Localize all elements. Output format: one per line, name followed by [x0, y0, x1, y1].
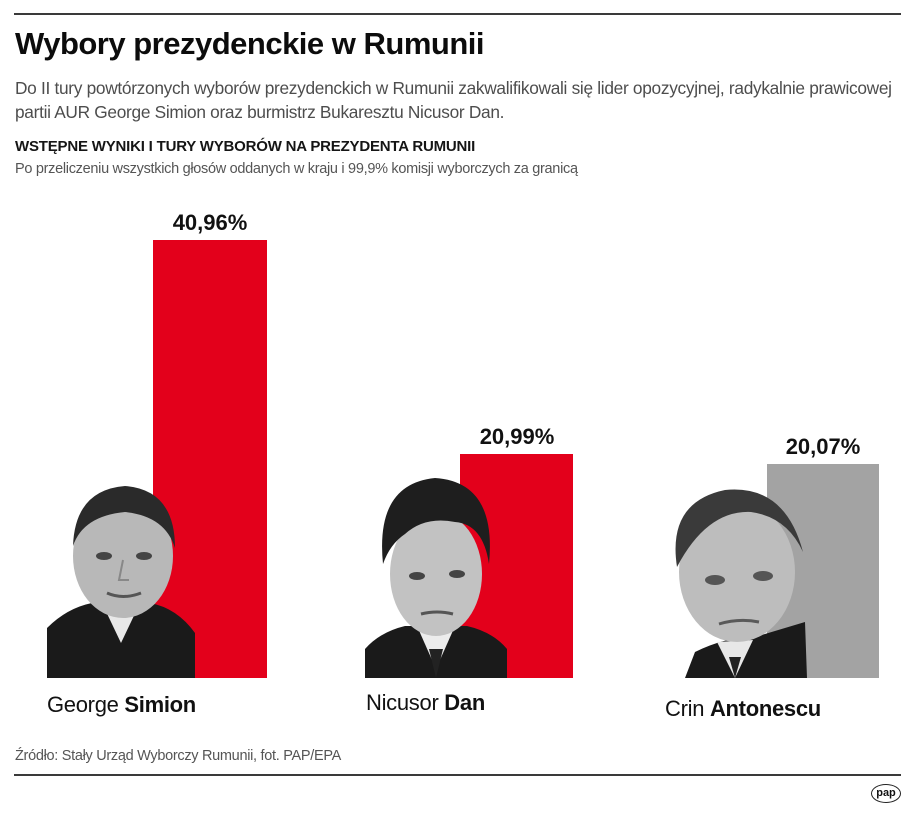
portrait-photo-simion — [47, 468, 195, 678]
bottom-rule — [14, 774, 901, 776]
pap-logo-icon: pap — [871, 784, 901, 803]
candidate-name-dan: Nicusor Dan — [366, 690, 485, 716]
source-note: Źródło: Stały Urząd Wyborczy Rumunii, fo… — [15, 748, 341, 764]
first-name: Nicusor — [366, 690, 439, 715]
candidate-name-antonescu: Crin Antonescu — [665, 696, 821, 722]
page-title: Wybory prezydenckie w Rumunii — [15, 26, 484, 61]
value-label-simion: 40,96% — [172, 210, 248, 235]
value-label-antonescu: 20,07% — [785, 434, 861, 459]
lead-paragraph: Do II tury powtórzonych wyborów prezyden… — [15, 78, 892, 122]
first-name: Crin — [665, 696, 705, 721]
last-name: Dan — [444, 690, 485, 715]
value-label-dan: 20,99% — [479, 424, 555, 449]
last-name: Simion — [124, 692, 196, 717]
first-name: George — [47, 692, 119, 717]
portrait-photo-icon — [365, 478, 507, 678]
portrait-photo-antonescu — [655, 472, 807, 678]
last-name: Antonescu — [709, 696, 821, 721]
bar-simion — [153, 240, 267, 678]
chart-title: WSTĘPNE WYNIKI I TURY WYBORÓW NA PREZYDE… — [15, 138, 476, 155]
candidate-name-simion: George Simion — [47, 692, 196, 718]
portrait-photo-icon — [675, 489, 807, 678]
top-rule — [14, 13, 901, 15]
chart-note: Po przeliczeniu wszystkich głosów oddany… — [15, 161, 578, 177]
portrait-photo-dan — [365, 464, 507, 678]
portrait-photo-icon — [47, 486, 195, 678]
